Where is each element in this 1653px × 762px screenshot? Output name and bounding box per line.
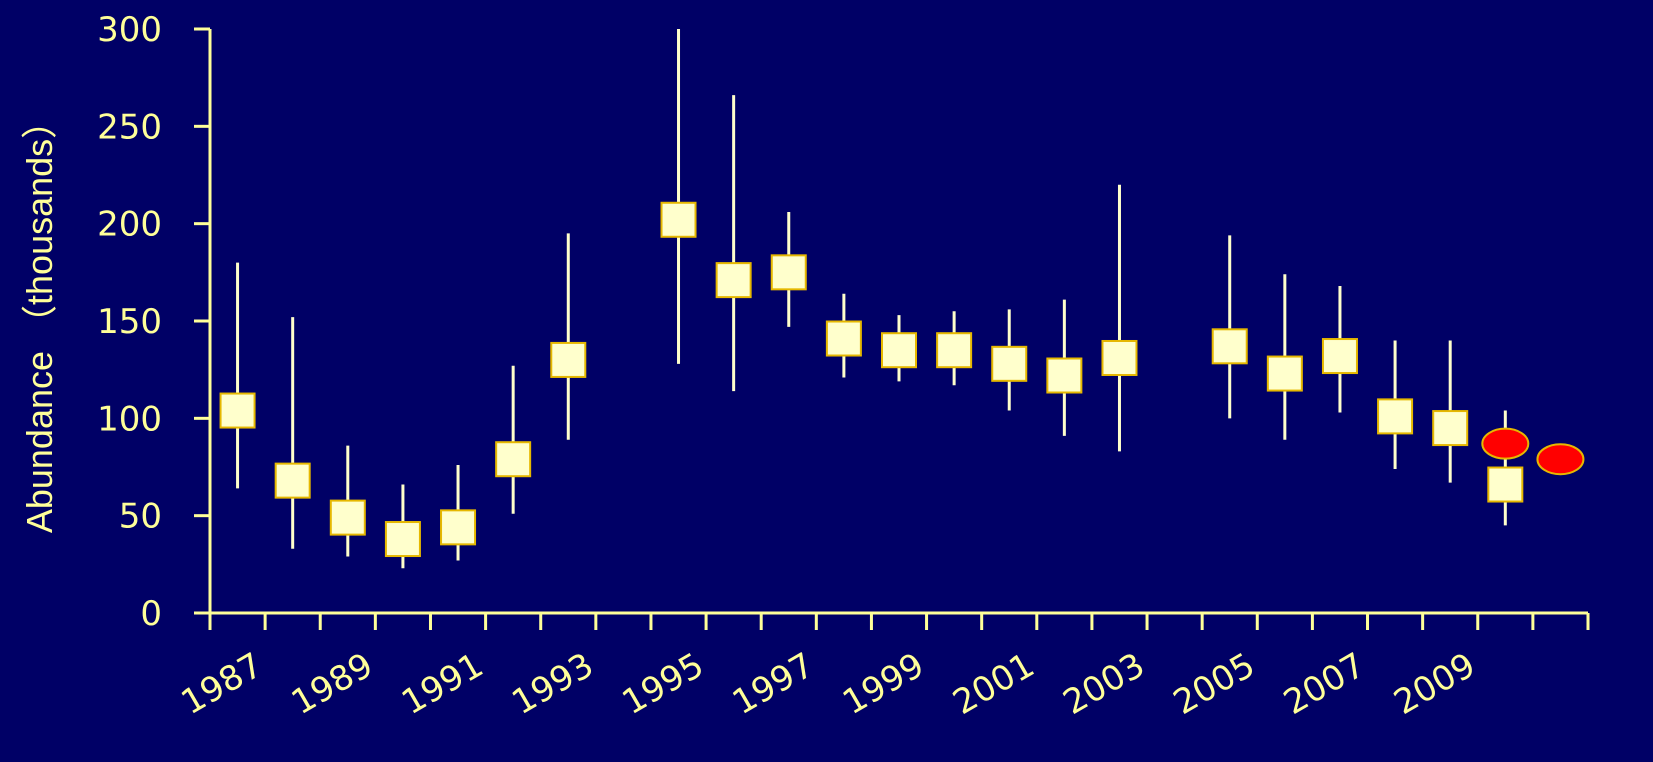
square-marker [1268,357,1302,391]
y-axis-title: Abundance （thousands） [19,103,60,533]
red-ellipse-marker [1482,429,1528,459]
y-tick-label: 50 [119,497,162,537]
x-tick-label: 1997 [726,645,821,723]
x-tick-label: 1995 [616,645,711,723]
square-marker [1323,339,1357,373]
y-tick-label: 300 [97,10,162,50]
square-marker [827,322,861,356]
square-marker [882,333,916,367]
x-tick-label: 1987 [175,645,270,723]
y-tick-label: 250 [97,107,162,147]
square-marker [1433,411,1467,445]
x-tick-label: 2007 [1277,645,1372,723]
square-marker [662,203,696,237]
x-tick-label: 1989 [285,645,380,723]
square-marker [441,510,475,544]
square-marker [551,343,585,377]
red-ellipse-marker [1537,444,1583,474]
square-marker [1488,468,1522,502]
x-tick-label: 1999 [836,645,931,723]
square-marker [772,255,806,289]
data-marks [221,29,1584,568]
square-marker [992,347,1026,381]
x-tick-label: 2003 [1057,645,1152,723]
square-marker [937,333,971,367]
square-marker [717,263,751,297]
square-marker [1102,341,1136,375]
square-marker [276,464,310,498]
y-tick-label: 150 [97,302,162,342]
square-marker [1378,399,1412,433]
y-tick-label: 100 [97,399,162,439]
x-tick-label: 1991 [395,645,490,723]
x-tick-label: 1993 [505,645,600,723]
y-tick-label: 0 [140,594,162,634]
x-tick-label: 2001 [946,645,1041,723]
square-marker [496,442,530,476]
square-marker [1213,329,1247,363]
x-tick-label: 2005 [1167,645,1262,723]
x-tick-label: 2009 [1387,645,1482,723]
square-marker [331,501,365,535]
y-tick-label: 200 [97,205,162,245]
square-marker [1047,359,1081,393]
square-marker [221,394,255,428]
square-marker [386,522,420,556]
